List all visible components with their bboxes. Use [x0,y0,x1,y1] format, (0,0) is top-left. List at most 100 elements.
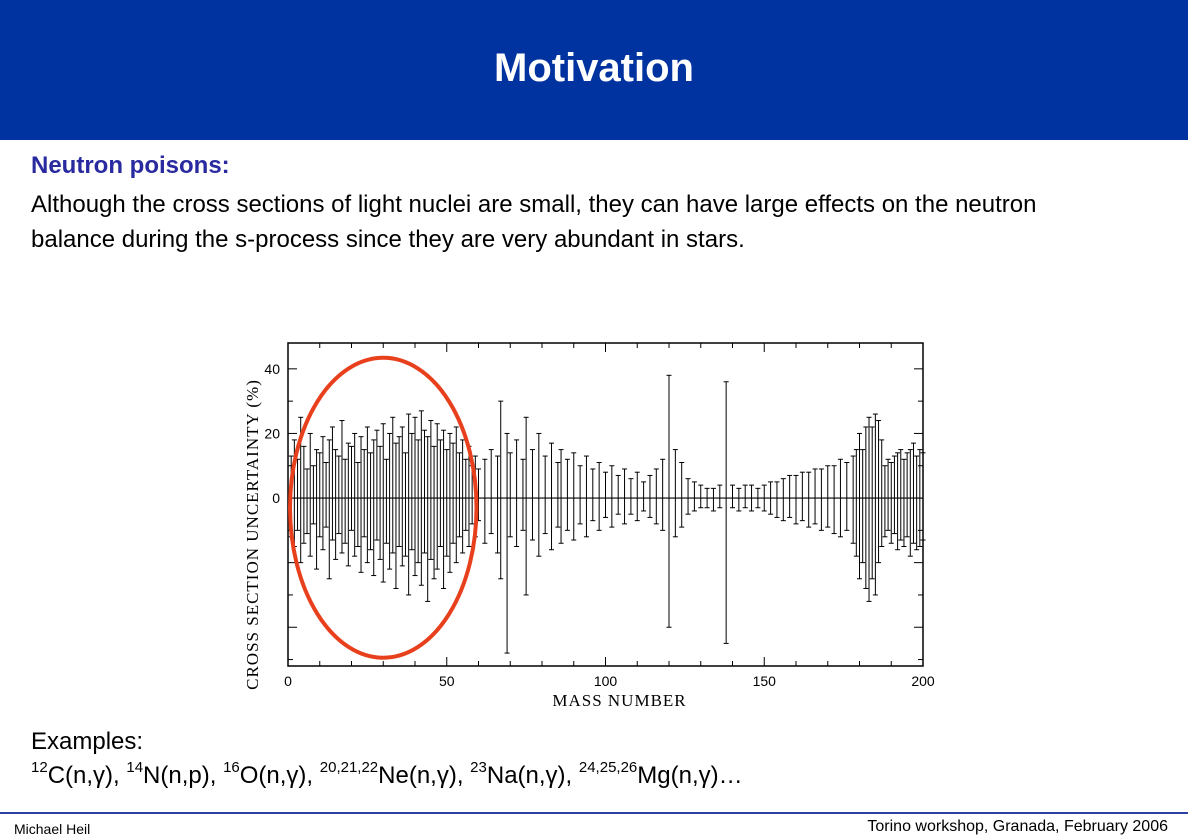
error-bar [368,452,374,551]
error-bar [844,462,850,531]
error-bar [301,445,307,544]
error-bar [774,481,780,518]
error-bar [907,449,913,557]
error-bar [749,484,755,512]
error-bar [355,462,361,547]
error-bar [482,458,488,544]
x-tick-label: 150 [753,673,777,689]
error-bar [761,484,767,512]
error-bar [872,413,878,596]
error-bar [514,439,520,547]
error-bar [558,449,564,544]
error-bar [885,458,891,531]
error-bar [882,465,888,538]
error-bar [339,420,345,554]
examples-label: Examples: [31,728,144,755]
error-bar [730,484,735,509]
x-tick-label: 200 [911,673,935,689]
reaction-examples: 12C(n,γ), 14N(n,p), 16O(n,γ), 20,21,22Ne… [31,759,743,790]
isotope-mass-number: 12 [31,759,48,776]
error-bar [653,468,659,525]
error-bar [396,436,402,547]
error-bar [434,423,440,570]
error-bar [422,429,428,554]
error-bar [549,442,555,551]
error-bar [666,374,672,628]
reaction-text: Mg(n,γ)… [637,762,743,789]
error-bar [831,465,837,535]
error-bar [806,471,812,528]
error-bar [329,426,335,541]
error-bar [406,413,412,596]
error-bar [672,449,678,538]
slide-title: Motivation [494,46,694,90]
error-bar [583,455,589,538]
error-bar [780,478,786,522]
error-bar [314,449,320,570]
error-bar [402,452,408,557]
error-bar [364,426,370,564]
error-bar [891,455,897,535]
error-bar [723,381,729,644]
y-tick-label: 20 [264,425,280,441]
error-bar [818,468,824,531]
error-bar [450,442,456,544]
error-bar [571,452,577,541]
error-bar [425,436,431,602]
error-bar [453,426,459,564]
error-bar [641,481,647,512]
error-bar [685,478,691,515]
error-bar [428,420,434,560]
error-bar [393,442,399,589]
error-bar [590,468,596,522]
error-bar [910,442,916,544]
error-bar [628,478,634,515]
error-bar [920,452,926,541]
error-bar [507,452,513,538]
error-bar [326,439,332,580]
error-bar [349,445,354,531]
error-bar [799,471,805,522]
error-bar [431,445,437,580]
error-bar [755,487,761,509]
body-paragraph: Although the cross sections of light nuc… [31,191,1037,253]
footer-author: Michael Heil [14,821,91,837]
error-bar [895,452,901,551]
title-bar: Motivation [0,0,1188,140]
error-bar [679,462,685,528]
error-bar [717,484,723,509]
reaction-text: C(n,γ), [47,762,127,789]
error-bar [304,468,310,535]
error-bar [333,449,339,560]
error-bar [390,416,396,554]
x-tick-label: 100 [594,673,618,689]
error-bar [520,458,526,531]
error-bar [336,455,342,535]
error-bar [857,432,862,580]
error-bar [850,455,856,544]
error-bar [904,452,910,538]
error-bar [352,432,358,557]
error-bar [812,468,818,525]
error-bar [374,429,380,541]
error-bar [914,455,920,551]
error-bar [564,458,570,531]
y-tick-label: 0 [272,490,280,506]
error-bar [698,484,704,509]
error-bar [898,449,904,541]
error-bar [323,462,329,528]
error-bar [869,426,875,580]
error-bar [853,449,859,557]
error-bar [295,458,301,531]
error-bar [418,410,424,586]
isotope-mass-number: 20,21,22 [319,759,379,776]
error-bar [463,458,469,531]
isotope-mass-number: 23 [470,759,487,776]
y-tick-label: 40 [264,361,280,377]
error-bar [647,474,653,518]
isotope-mass-number: 16 [223,759,240,776]
reaction-text: Ne(n,γ), [378,762,471,789]
error-bar [412,416,418,577]
error-bar [317,452,323,538]
error-bar [691,481,697,512]
